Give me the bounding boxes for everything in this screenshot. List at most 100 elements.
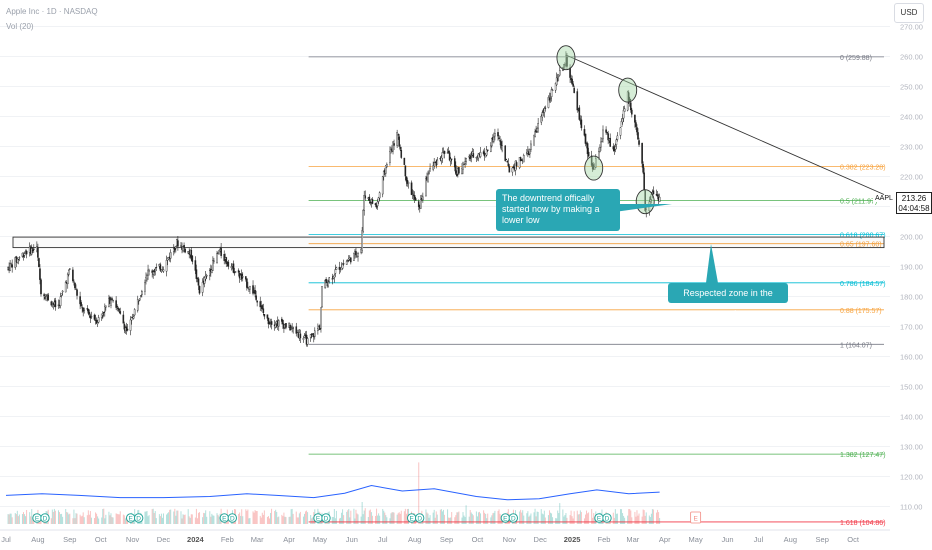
volume-bar [436, 514, 438, 524]
volume-bar [29, 512, 31, 524]
candle-body [211, 269, 213, 274]
volume-bar [435, 511, 437, 524]
candle-body [254, 290, 256, 295]
support-zone[interactable] [12, 236, 885, 249]
volume-bar [15, 514, 17, 524]
candle-body [621, 118, 624, 123]
candle-body [420, 198, 422, 209]
grid [0, 26, 890, 507]
volume-bar [382, 508, 384, 524]
volume-bar [497, 510, 499, 524]
candle-body [397, 133, 399, 136]
candle-body [406, 179, 409, 184]
candle-body [180, 245, 182, 247]
candle-body [547, 97, 550, 108]
last-price-value: 213.26 [901, 194, 927, 203]
candle-body [9, 263, 11, 271]
volume-bar [60, 514, 62, 524]
candle-body [93, 314, 96, 320]
volume-bar [439, 509, 441, 524]
volume-bar [187, 509, 189, 524]
volume-bar [375, 515, 377, 524]
volume-bar [442, 509, 444, 524]
volume-bar [145, 511, 147, 524]
volume-bar [241, 509, 243, 524]
candle-body [623, 108, 626, 112]
candle-body [658, 196, 661, 202]
candle-body [554, 83, 557, 91]
volume-bar [649, 517, 651, 524]
candle-body [115, 300, 117, 308]
volume-bar [83, 517, 85, 524]
volume-bar [565, 513, 567, 524]
currency-button[interactable]: USD [894, 3, 924, 23]
candle-body [378, 192, 381, 199]
fib-level-label: 0.88 (175.57) [840, 308, 882, 315]
volume-bar [166, 514, 168, 524]
time-axis[interactable]: Jul Aug Sep Oct Nov Dec 2024 Feb Mar Apr May Jun Jul… [0, 529, 890, 544]
candle-body [386, 164, 388, 168]
volume-bar [188, 516, 190, 524]
candle-body [486, 149, 489, 151]
candle-body [54, 300, 57, 308]
volume-bar [614, 509, 616, 524]
volume-bar [440, 509, 442, 524]
support-zone-box [12, 236, 885, 249]
candle-body [363, 195, 365, 211]
candle-body [396, 131, 398, 146]
candle-body [16, 258, 19, 263]
volume-bar [630, 510, 632, 524]
volume-bar [97, 516, 99, 524]
time-tick-label: Mar [626, 535, 639, 544]
candle-body [622, 109, 625, 119]
candle-body [346, 260, 349, 262]
volume-bar [403, 511, 405, 524]
candle-body [522, 155, 525, 163]
candle-body [96, 322, 99, 325]
candle-body [504, 145, 507, 161]
candle-body [564, 64, 566, 66]
volume-bar [333, 509, 335, 524]
volume-bar [579, 510, 581, 524]
candle-body [277, 320, 280, 327]
volume-bar [50, 518, 52, 524]
volume-bar [69, 513, 71, 524]
fibonacci-retracement[interactable]: 0 (259.88) 0.382 (223.28) 0.5 (211.97) 0.61… [308, 55, 886, 527]
candle-body [160, 269, 163, 272]
volume-bar [464, 517, 466, 524]
volume-bar [642, 509, 644, 524]
volume-bar [197, 512, 199, 524]
volume-bar [631, 517, 633, 524]
price-axis[interactable]: 110.00 120.00 130.00 140.00 150.00 160.00 170.… [900, 23, 923, 512]
candle-body [619, 127, 622, 136]
volume-bar [349, 517, 351, 524]
candle-body [112, 300, 114, 302]
volume-bar [62, 516, 64, 524]
volume-bar [124, 518, 126, 524]
last-price-label: 213.26 04:04:58 [896, 192, 932, 214]
candle-body [644, 190, 647, 211]
volume-bar [343, 515, 345, 524]
volume-bar [550, 512, 552, 524]
candle-body [498, 137, 500, 139]
volume-bar [428, 517, 430, 524]
earnings-marker [414, 513, 425, 523]
volume-bar [393, 512, 395, 524]
volume-bar [476, 516, 478, 524]
candle-body [558, 69, 561, 76]
candle-body [555, 77, 558, 86]
candle-body [393, 143, 395, 146]
volume-bar [390, 513, 392, 524]
candle-body [237, 270, 240, 273]
candle-body [645, 209, 648, 213]
volume-bar [104, 518, 106, 524]
volume-bar [54, 510, 56, 524]
candle-body [620, 120, 623, 127]
zone-callout[interactable]: Respected zone in the past [668, 283, 788, 318]
downtrend-callout[interactable]: The downtrend offically started now by m… [496, 189, 620, 231]
volume-bar [636, 510, 638, 524]
candle-body [605, 129, 607, 133]
candle-body [97, 317, 100, 323]
